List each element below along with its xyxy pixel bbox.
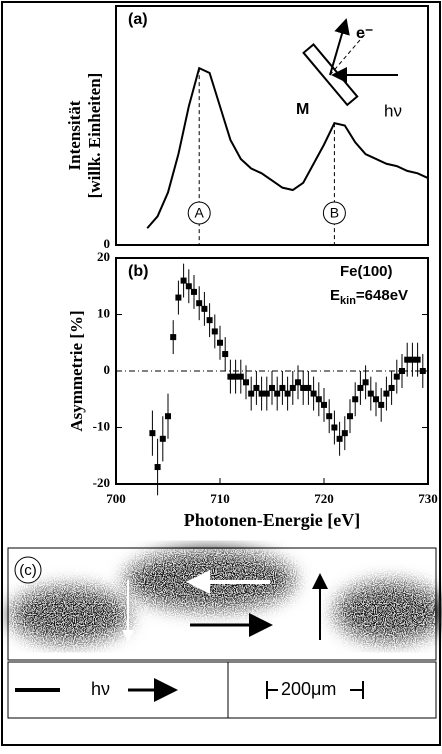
annotation: Fe(100) (340, 263, 393, 280)
data-point (149, 430, 156, 437)
panel-label: (c) (19, 562, 37, 579)
y-tick-label: 0 (104, 236, 111, 251)
electron-arrow (329, 18, 350, 76)
noise (9, 549, 435, 659)
data-point (232, 373, 239, 380)
data-point (201, 305, 208, 312)
x-tick-label: 700 (106, 491, 126, 506)
magnetization-label: M (296, 101, 309, 118)
data-point (362, 379, 369, 386)
data-point (170, 334, 177, 341)
y-tick-label: -10 (93, 418, 110, 433)
inset: e⁻ M hν (296, 18, 402, 120)
scale-label: 200μm (281, 679, 336, 699)
data-point (388, 384, 395, 391)
data-point (404, 356, 411, 363)
peak-circle (322, 201, 346, 225)
peak-label: A (195, 205, 205, 221)
photon-label: hν (91, 679, 110, 699)
data-point (237, 373, 244, 380)
data-point (326, 413, 333, 420)
data-point (409, 356, 416, 363)
energy-label: Ekin=648eV (330, 287, 408, 307)
data-point (315, 396, 322, 403)
data-point (414, 356, 421, 363)
x-tick-label: 710 (210, 491, 230, 506)
data-point (331, 424, 338, 431)
data-point (300, 384, 307, 391)
plot-frame (115, 5, 429, 246)
data-point (419, 368, 426, 374)
data-point (289, 384, 296, 391)
energy-sub: kin (340, 295, 356, 307)
y-tick-label: 20 (97, 249, 110, 264)
data-point (154, 464, 161, 471)
data-point (211, 328, 218, 335)
data-point (248, 390, 255, 397)
data-point (191, 288, 197, 295)
data-point (399, 368, 405, 374)
peak-circle (187, 201, 211, 225)
data-point (175, 294, 182, 301)
data-point (284, 390, 291, 397)
data-point (352, 396, 359, 403)
data-point (295, 379, 301, 386)
y-tick-label: 0 (104, 362, 111, 377)
electron-label: e⁻ (356, 25, 373, 42)
y-axis-label: Asymmetrie [%] (67, 310, 86, 431)
data-point (217, 339, 223, 346)
y-axis-label: Intensität (65, 100, 84, 170)
intensity-line (146, 66, 429, 229)
data-point (367, 390, 374, 397)
data-point (269, 384, 275, 391)
data-point (258, 390, 265, 397)
data-point (393, 373, 400, 380)
data-point (310, 390, 317, 397)
data-point (159, 435, 166, 442)
data-point (243, 379, 249, 386)
data-point (222, 351, 229, 358)
y-tick-label: -20 (93, 475, 110, 490)
data-point (185, 283, 192, 290)
data-point (341, 430, 348, 437)
x-axis-label: Photonen-Energie [eV] (184, 510, 360, 530)
scale-box (227, 661, 437, 719)
photon-label: hν (384, 101, 402, 120)
data-point (206, 317, 213, 324)
data-point (378, 401, 385, 408)
data-point (196, 300, 203, 307)
panel-label: (b) (128, 263, 148, 280)
data-point (253, 384, 260, 391)
x-tick-label: 720 (314, 491, 334, 506)
data-point (373, 396, 379, 403)
panel-label: (a) (128, 11, 148, 28)
data-point (357, 384, 364, 391)
panel-c: (c) hν 200μm (7, 547, 442, 719)
y-tick-label: 10 (97, 305, 110, 320)
data-point (180, 277, 187, 284)
energy-rest: =648eV (356, 287, 408, 304)
label-circle (14, 556, 42, 584)
data-point (274, 390, 281, 397)
data-point (321, 401, 327, 408)
data-point (383, 390, 390, 397)
data-point (336, 435, 343, 442)
data-point (305, 384, 312, 391)
y-axis-label: [willk. Einheiten] (85, 73, 104, 199)
x-tick-label: 730 (418, 491, 438, 506)
data-point (279, 384, 286, 391)
data-point (165, 413, 171, 420)
data-point (227, 373, 234, 380)
peak-label: B (330, 205, 339, 221)
data-point (263, 390, 270, 397)
data-point (347, 413, 353, 420)
energy-main: E (330, 287, 340, 304)
